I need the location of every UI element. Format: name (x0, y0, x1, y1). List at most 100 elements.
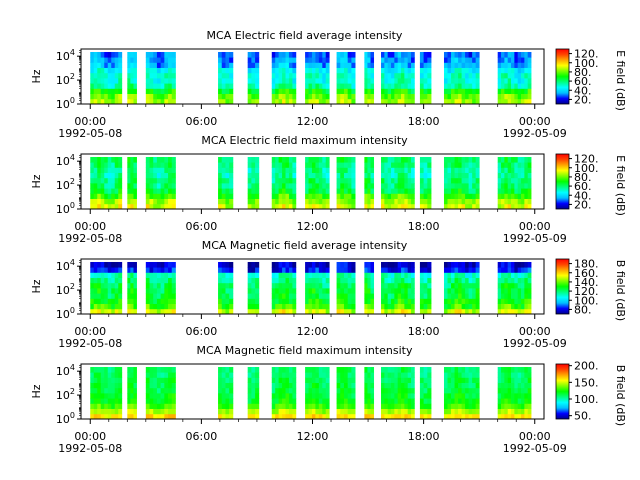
heatmap-cell (104, 366, 109, 373)
heatmap-cell (351, 203, 356, 210)
heatmap-cell (419, 182, 425, 189)
heatmap-cell (521, 172, 525, 179)
heatmap-cell (97, 392, 102, 399)
heatmap-cell (507, 392, 512, 399)
heatmap-cell (278, 162, 283, 168)
heatmap-cell (308, 277, 313, 284)
heatmap-cell (247, 203, 252, 210)
heatmap-cell (160, 408, 165, 415)
heatmap-cell (397, 413, 402, 420)
heatmap-cell (521, 77, 525, 84)
spectrogram-panel-3: MCA Magnetic field average intensity1001… (30, 239, 627, 350)
heatmap-cell (423, 162, 428, 168)
heatmap-cell (311, 398, 316, 404)
heatmap-cell (524, 83, 529, 89)
heatmap-cell (275, 387, 280, 394)
heatmap-cell (524, 98, 529, 105)
colorbar: 20.40.60.80.100.120. E field (dB) (555, 153, 627, 216)
heatmap-cell (305, 298, 309, 304)
heatmap-cell (427, 57, 432, 63)
heatmap-cell (282, 413, 286, 420)
heatmap-cell (527, 308, 532, 315)
heatmap-cell (447, 77, 452, 84)
heatmap-cell (225, 293, 230, 299)
heatmap-cell (311, 287, 316, 294)
heatmap-cell (527, 408, 532, 415)
data-block (364, 366, 375, 420)
heatmap-cell (218, 282, 223, 289)
data-block (443, 156, 480, 210)
heatmap-cell (275, 67, 280, 74)
heatmap-cell (521, 392, 525, 399)
heatmap-cell (351, 172, 356, 179)
heatmap-cell (404, 387, 409, 394)
heatmap-cell (225, 377, 230, 383)
heatmap-cell (340, 98, 345, 105)
heatmap-cell (514, 287, 519, 294)
heatmap-cell (423, 83, 428, 89)
heatmap-cell (351, 308, 356, 315)
heatmap-cell (225, 162, 230, 168)
heatmap-cell (423, 298, 428, 304)
heatmap-cell (282, 203, 286, 210)
heatmap-cell (271, 303, 276, 310)
heatmap-cell (451, 57, 455, 63)
heatmap-cell (168, 188, 173, 194)
heatmap-cell (107, 188, 112, 194)
heatmap-cell (90, 72, 95, 79)
heatmap-cell (394, 57, 399, 63)
heatmap-cell (343, 398, 349, 404)
heatmap-cell (524, 403, 529, 409)
heatmap-cell (311, 366, 316, 373)
heatmap-cell (305, 57, 309, 63)
heatmap-cell (153, 156, 158, 163)
heatmap-cell (394, 377, 399, 383)
heatmap-cell (153, 72, 158, 79)
heatmap-cell (114, 51, 119, 58)
heatmap-cell (504, 83, 509, 89)
heatmap-cell (271, 193, 276, 199)
heatmap-cell (347, 293, 352, 299)
heatmap-cell (305, 188, 309, 194)
heatmap-cell (107, 403, 112, 409)
heatmap-cell (149, 193, 154, 199)
heatmap-cell (93, 98, 98, 105)
data-block (336, 51, 356, 105)
heatmap-cell (423, 366, 428, 373)
heatmap-cell (381, 413, 385, 420)
heatmap-cell (107, 193, 112, 199)
heatmap-cell (311, 387, 316, 394)
heatmap-cell (507, 51, 512, 58)
heatmap-cell (387, 198, 392, 205)
heatmap-cell (275, 93, 280, 100)
heatmap-cell (384, 392, 389, 399)
heatmap-cell (311, 308, 316, 315)
heatmap-cell (404, 188, 409, 194)
heatmap-cell (461, 57, 466, 63)
heatmap-cell (271, 62, 276, 68)
heatmap-cell (271, 162, 276, 168)
heatmap-cell (364, 93, 368, 100)
heatmap-cell (404, 67, 409, 74)
heatmap-cell (391, 188, 395, 194)
heatmap-cell (156, 308, 162, 315)
heatmap-cell (401, 282, 405, 289)
heatmap-cell (100, 377, 105, 383)
heatmap-cell (247, 398, 252, 404)
heatmap-cell (497, 293, 502, 299)
heatmap-cell (275, 77, 280, 84)
heatmap-cell (401, 62, 405, 68)
heatmap-cell (511, 287, 515, 294)
heatmap-cell (391, 62, 395, 68)
heatmap-cell (507, 203, 512, 210)
heatmap-cell (394, 408, 399, 415)
heatmap-cell (364, 366, 368, 373)
heatmap-cell (411, 293, 415, 299)
heatmap-cell (407, 293, 412, 299)
heatmap-cell (168, 267, 173, 273)
heatmap-cell (521, 177, 525, 184)
heatmap-cell (308, 77, 313, 84)
heatmap-cell (168, 392, 173, 399)
heatmap-cell (465, 272, 470, 278)
